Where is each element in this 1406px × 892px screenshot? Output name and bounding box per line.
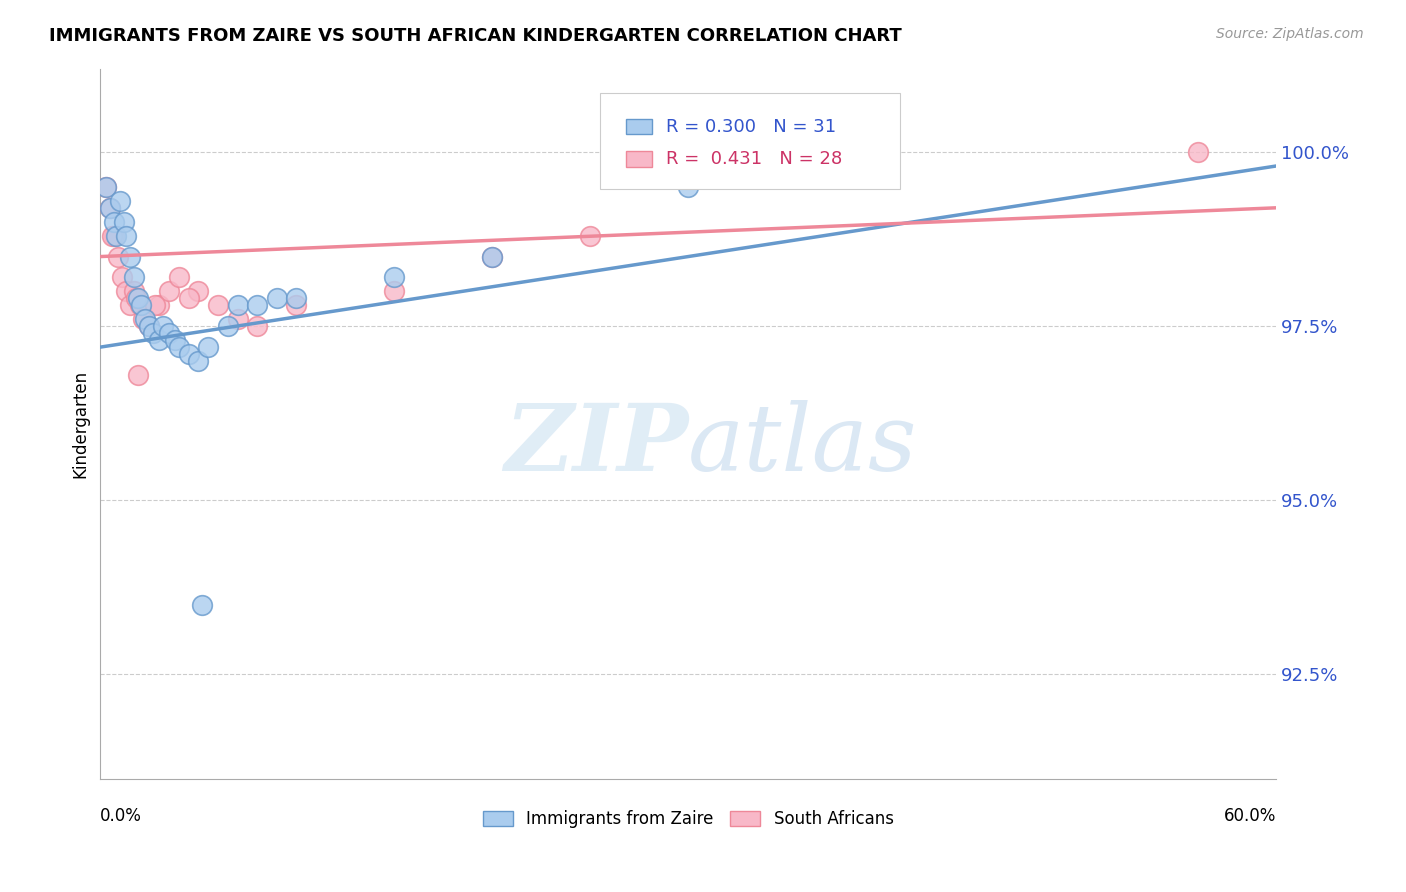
Point [118, 250, 141, 264]
Point [114, 285, 136, 299]
Point [131, 298, 153, 312]
Point [132, 312, 155, 326]
Text: IMMIGRANTS FROM ZAIRE VS SOUTH AFRICAN KINDERGARTEN CORRELATION CHART: IMMIGRANTS FROM ZAIRE VS SOUTH AFRICAN K… [49, 27, 903, 45]
Text: Source: ZipAtlas.com: Source: ZipAtlas.com [1216, 27, 1364, 41]
Point [108, 194, 131, 208]
Point [127, 291, 149, 305]
Point [676, 180, 699, 194]
Point [167, 340, 190, 354]
Point [98, 201, 121, 215]
Point [481, 250, 503, 264]
Point [142, 326, 165, 341]
Point [481, 250, 503, 264]
Point [191, 598, 214, 612]
Point [105, 228, 128, 243]
Point [98, 201, 121, 215]
Point [246, 298, 269, 312]
Point [197, 340, 219, 354]
Point [266, 291, 288, 305]
Text: 0.0%: 0.0% [100, 807, 142, 825]
Point [285, 298, 308, 312]
Point [107, 250, 129, 264]
Point [152, 319, 174, 334]
Point [246, 319, 269, 334]
Point [382, 285, 405, 299]
Point [382, 270, 405, 285]
Point [114, 228, 136, 243]
Point [96, 180, 118, 194]
Point [134, 312, 156, 326]
Point [122, 270, 145, 285]
Point [148, 298, 170, 312]
Point [111, 270, 134, 285]
Point [163, 333, 186, 347]
Point [143, 298, 166, 312]
Point [127, 368, 149, 382]
Point [128, 298, 150, 312]
Point [226, 312, 249, 326]
Point [138, 319, 160, 334]
Legend: Immigrants from Zaire, South Africans: Immigrants from Zaire, South Africans [477, 803, 900, 835]
Text: 60.0%: 60.0% [1223, 807, 1277, 825]
Point [187, 354, 209, 368]
Point [167, 270, 190, 285]
Point [579, 228, 602, 243]
Text: R = 0.300   N = 31: R = 0.300 N = 31 [666, 118, 837, 136]
Text: R =  0.431   N = 28: R = 0.431 N = 28 [666, 151, 842, 169]
Text: ZIP: ZIP [503, 400, 688, 490]
Point [1187, 145, 1209, 160]
Point [177, 347, 200, 361]
FancyBboxPatch shape [626, 152, 652, 167]
Point [122, 285, 145, 299]
Point [187, 285, 209, 299]
Point [101, 228, 124, 243]
Point [103, 228, 125, 243]
Y-axis label: Kindergarten: Kindergarten [72, 369, 89, 478]
Point [96, 180, 118, 194]
Text: atlas: atlas [688, 400, 918, 490]
Point [138, 319, 160, 334]
Point [118, 298, 141, 312]
Point [226, 298, 249, 312]
Point [157, 285, 180, 299]
Point [148, 333, 170, 347]
FancyBboxPatch shape [600, 94, 900, 189]
Point [112, 215, 135, 229]
Point [217, 319, 239, 334]
Point [103, 215, 125, 229]
Point [124, 291, 146, 305]
Point [157, 326, 180, 341]
FancyBboxPatch shape [626, 119, 652, 135]
Point [177, 291, 200, 305]
Point [285, 291, 308, 305]
Point [207, 298, 229, 312]
